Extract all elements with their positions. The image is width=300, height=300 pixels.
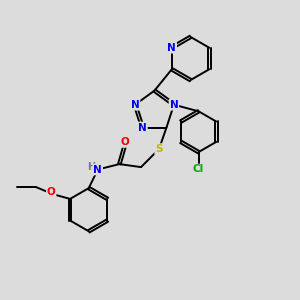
Text: H: H: [87, 162, 95, 172]
Text: N: N: [167, 43, 176, 53]
Text: S: S: [155, 144, 163, 154]
Text: O: O: [120, 137, 129, 147]
Text: O: O: [47, 187, 56, 197]
Text: Cl: Cl: [193, 164, 204, 175]
Text: N: N: [131, 100, 140, 110]
Text: N: N: [93, 164, 102, 175]
Text: N: N: [138, 122, 147, 133]
Text: N: N: [169, 100, 178, 110]
